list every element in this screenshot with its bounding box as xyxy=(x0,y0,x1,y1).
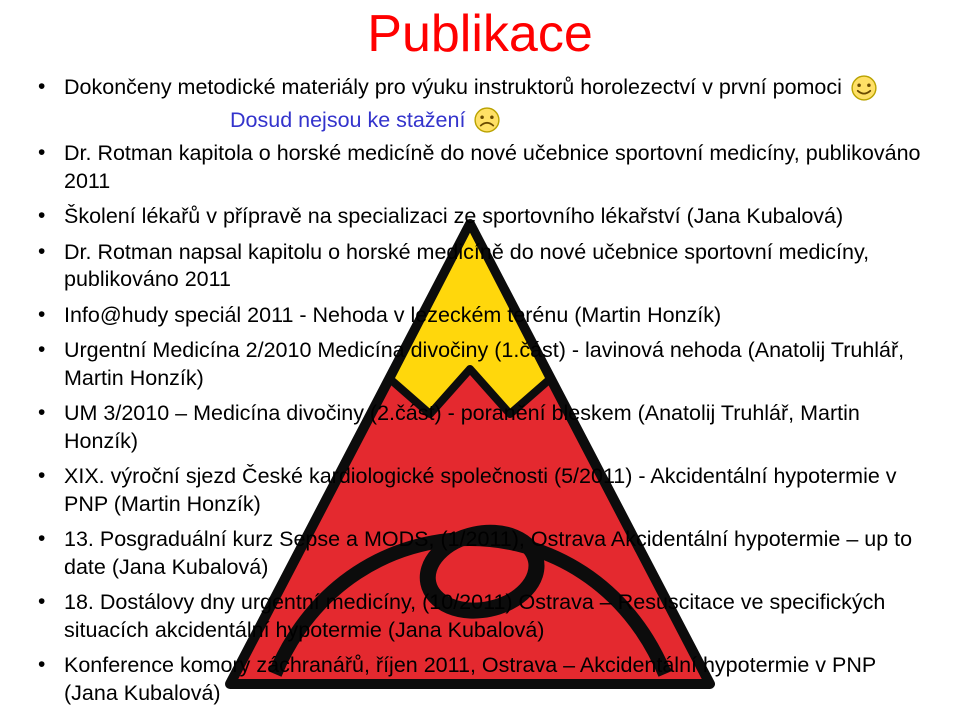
bullet-text: Dr. Rotman kapitola o horské medicíně do… xyxy=(64,141,921,193)
bullet-item: XIX. výroční sjezd České kardiologické s… xyxy=(64,463,930,518)
bullet-item: Dr. Rotman kapitola o horské medicíně do… xyxy=(64,140,930,195)
bullet-text: Dokončeny metodické materiály pro výuku … xyxy=(64,74,842,102)
indent-note: Dosud nejsou ke stažení xyxy=(230,106,930,134)
slide-title: Publikace xyxy=(30,4,930,64)
sad-face-icon xyxy=(473,106,501,134)
bullet-text: 18. Dostálovy dny urgentní medicíny, (10… xyxy=(64,590,885,642)
bullet-list-cont: Dr. Rotman kapitola o horské medicíně do… xyxy=(30,140,930,707)
bullet-item: Školení lékařů v přípravě na specializac… xyxy=(64,203,930,231)
bullet-text: 13. Posgraduální kurz Sepse a MODS, (1/2… xyxy=(64,527,912,579)
bullet-text: UM 3/2010 – Medicína divočiny (2.část) -… xyxy=(64,401,860,453)
bullet-item: UM 3/2010 – Medicína divočiny (2.část) -… xyxy=(64,400,930,455)
slide-content: Publikace Dokončeny metodické materiály … xyxy=(0,4,960,707)
bullet-text: Info@hudy speciál 2011 - Nehoda v lezeck… xyxy=(64,303,721,327)
bullet-text: Školení lékařů v přípravě na specializac… xyxy=(64,204,843,228)
bullet-item: Dr. Rotman napsal kapitolu o horské medi… xyxy=(64,239,930,294)
bullet-item: Konference komory záchranářů, říjen 2011… xyxy=(64,652,930,707)
bullet-text: Dr. Rotman napsal kapitolu o horské medi… xyxy=(64,240,869,292)
bullet-text: Urgentní Medicína 2/2010 Medicína divoči… xyxy=(64,338,904,390)
bullet-item: 13. Posgraduální kurz Sepse a MODS, (1/2… xyxy=(64,526,930,581)
smiley-icon xyxy=(850,74,878,102)
bullet-text: Konference komory záchranářů, říjen 2011… xyxy=(64,653,876,705)
indent-text: Dosud nejsou ke stažení xyxy=(230,108,465,133)
bullet-item: 18. Dostálovy dny urgentní medicíny, (10… xyxy=(64,589,930,644)
bullet-item: Dokončeny metodické materiály pro výuku … xyxy=(64,74,930,102)
bullet-text: XIX. výroční sjezd České kardiologické s… xyxy=(64,464,897,516)
bullet-item: Info@hudy speciál 2011 - Nehoda v lezeck… xyxy=(64,302,930,330)
bullet-list: Dokončeny metodické materiály pro výuku … xyxy=(30,74,930,102)
bullet-item: Urgentní Medicína 2/2010 Medicína divoči… xyxy=(64,337,930,392)
